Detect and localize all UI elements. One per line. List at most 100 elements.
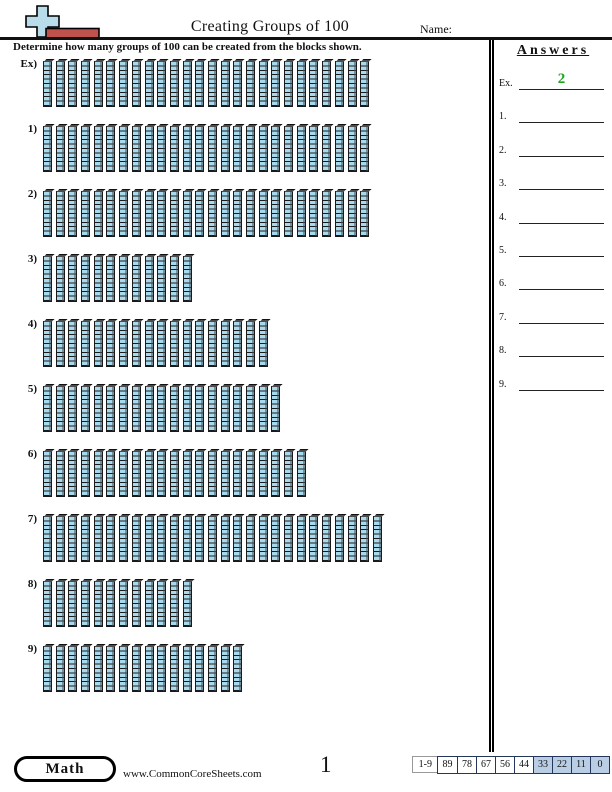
tens-rod bbox=[93, 61, 103, 107]
tens-rod bbox=[195, 516, 205, 562]
tens-rod bbox=[68, 126, 78, 172]
rod-group bbox=[43, 383, 281, 432]
tens-rod bbox=[144, 581, 154, 627]
tens-rod bbox=[360, 126, 370, 172]
tens-rod bbox=[106, 126, 116, 172]
tens-rod bbox=[131, 451, 141, 497]
tens-rod bbox=[246, 61, 255, 107]
tens-rod bbox=[271, 191, 281, 237]
tens-rod bbox=[93, 451, 103, 497]
tens-rod bbox=[68, 646, 78, 692]
rod-group bbox=[43, 318, 268, 367]
tens-rod bbox=[169, 61, 179, 107]
tens-rod bbox=[258, 191, 268, 237]
tens-rod bbox=[43, 516, 52, 562]
tens-rod bbox=[207, 646, 217, 692]
tens-rod bbox=[157, 256, 167, 302]
subject-badge: Math bbox=[14, 756, 116, 782]
tens-rod bbox=[131, 126, 141, 172]
answer-blank bbox=[519, 204, 604, 224]
tens-rod bbox=[220, 126, 230, 172]
tens-rod bbox=[169, 516, 179, 562]
tens-rod bbox=[195, 61, 205, 107]
answer-label: Ex. bbox=[499, 78, 513, 89]
problems-area: Ex) 1) 2) 3) 4) 5) 6) 7) 8) 9) bbox=[0, 0, 489, 760]
score-strip: 1-9 89 78 67 56 44 33 22 11 0 bbox=[411, 756, 610, 774]
tens-rod bbox=[144, 516, 154, 562]
answer-item: 5. bbox=[499, 237, 604, 257]
tens-rod bbox=[258, 321, 268, 367]
tens-rod bbox=[55, 451, 65, 497]
tens-rod bbox=[296, 516, 306, 562]
tens-rod bbox=[284, 516, 294, 562]
tens-rod bbox=[68, 516, 78, 562]
problem-row: 3) bbox=[0, 253, 192, 302]
tens-rod bbox=[220, 61, 230, 107]
tens-rod bbox=[55, 126, 65, 172]
tens-rod bbox=[182, 126, 192, 172]
tens-rod bbox=[68, 321, 78, 367]
tens-rod bbox=[81, 256, 91, 302]
answers-title: Answers bbox=[516, 43, 590, 58]
tens-rod bbox=[119, 451, 129, 497]
tens-rod bbox=[157, 126, 167, 172]
tens-rod bbox=[55, 646, 65, 692]
tens-rod bbox=[182, 61, 192, 107]
tens-rod bbox=[246, 516, 255, 562]
tens-rod bbox=[93, 516, 103, 562]
tens-rod bbox=[207, 516, 217, 562]
answer-blank: 2 bbox=[519, 70, 604, 90]
problem-label: 3) bbox=[27, 253, 37, 265]
answer-label: 8. bbox=[499, 345, 507, 357]
answer-blank bbox=[519, 270, 604, 291]
problem-row: 2) bbox=[0, 188, 370, 237]
answer-item: 2. bbox=[499, 137, 604, 157]
tens-rod bbox=[334, 191, 344, 237]
answer-item: 1. bbox=[499, 103, 604, 124]
tens-rod bbox=[347, 191, 357, 237]
tens-rod bbox=[220, 516, 230, 562]
tens-rod bbox=[284, 451, 294, 497]
tens-rod bbox=[258, 61, 268, 107]
tens-rod bbox=[119, 581, 129, 627]
tens-rod bbox=[119, 516, 129, 562]
tens-rod bbox=[246, 126, 255, 172]
tens-rod bbox=[334, 516, 344, 562]
tens-rod bbox=[169, 321, 179, 367]
tens-rod bbox=[296, 126, 306, 172]
tens-rod bbox=[131, 61, 141, 107]
answer-item: Ex. 2 bbox=[499, 70, 604, 90]
tens-rod bbox=[207, 191, 217, 237]
tens-rod bbox=[271, 61, 281, 107]
answer-blank bbox=[519, 337, 604, 358]
tens-rod bbox=[144, 451, 154, 497]
answers-panel: Answers Ex. 2 1. 2. 3. 4. 5. 6. 7. 8. 9. bbox=[489, 40, 612, 752]
tens-rod bbox=[55, 191, 65, 237]
tens-rod bbox=[334, 61, 344, 107]
tens-rod bbox=[195, 126, 205, 172]
tens-rod bbox=[131, 191, 141, 237]
tens-rod bbox=[144, 321, 154, 367]
tens-rod bbox=[271, 126, 281, 172]
answer-blank bbox=[519, 103, 604, 124]
answer-item: 7. bbox=[499, 304, 604, 324]
tens-rod bbox=[182, 581, 192, 627]
tens-rod bbox=[81, 516, 91, 562]
tens-rod bbox=[144, 61, 154, 107]
tens-rod bbox=[144, 191, 154, 237]
rod-group bbox=[43, 448, 306, 497]
score-box: 89 bbox=[438, 757, 457, 773]
tens-rod bbox=[195, 646, 205, 692]
tens-rod bbox=[131, 386, 141, 432]
tens-rod bbox=[246, 191, 255, 237]
rod-group bbox=[43, 253, 192, 302]
tens-rod bbox=[169, 646, 179, 692]
tens-rod bbox=[233, 126, 243, 172]
page-title: Creating Groups of 100 bbox=[190, 18, 350, 35]
tens-rod bbox=[157, 321, 167, 367]
answer-blank bbox=[519, 170, 604, 191]
tens-rod bbox=[220, 191, 230, 237]
tens-rod bbox=[271, 386, 281, 432]
answer-value: 2 bbox=[557, 71, 566, 87]
tens-rod bbox=[106, 321, 116, 367]
